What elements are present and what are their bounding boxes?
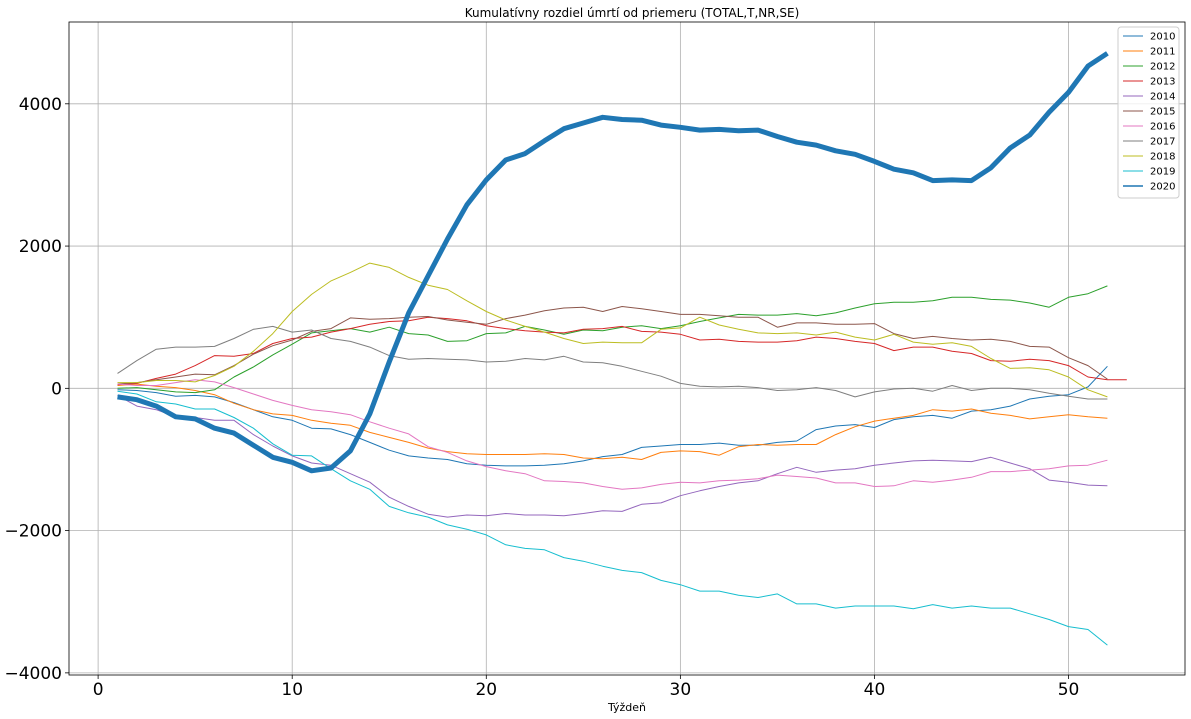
- series-line-2018: [117, 262, 1108, 398]
- legend-label-2016: 2016: [1150, 122, 1175, 133]
- series-line-2011: [117, 383, 1108, 460]
- series-line-2014: [117, 394, 1108, 518]
- plot-frame: [68, 21, 1186, 676]
- y-axis: −4000 −2000 0 2000 4000: [4, 95, 69, 684]
- y-tick-label: 2000: [19, 237, 62, 257]
- x-tick-label: 0: [93, 680, 104, 700]
- y-tick-label: −2000: [4, 522, 62, 542]
- y-tick-label: 0: [51, 379, 62, 399]
- legend-label-2014: 2014: [1150, 92, 1175, 103]
- legend-label-2018: 2018: [1150, 152, 1175, 163]
- series-line-2020: [117, 51, 1109, 474]
- legend-label-2020: 2020: [1150, 182, 1175, 193]
- x-tick-label: 30: [670, 680, 692, 700]
- y-tick-label: 4000: [19, 95, 62, 115]
- legend-label-2019: 2019: [1150, 167, 1175, 178]
- legend-label-2013: 2013: [1150, 77, 1175, 88]
- x-axis: 0 10 20 30 40 50: [93, 675, 1080, 700]
- x-axis-label: Týždeň: [607, 701, 646, 714]
- legend-label-2017: 2017: [1150, 137, 1175, 148]
- legend-label-2010: 2010: [1150, 32, 1175, 43]
- series-line-2019: [117, 390, 1108, 646]
- legend: 2010 2011 2012 2013 2014 2015 2016 2017 2018 2019…: [1117, 26, 1180, 199]
- chart-title: Kumulatívny rozdiel úmrtí od priemeru (T…: [465, 6, 800, 20]
- x-tick-label: 50: [1058, 680, 1080, 700]
- series-line-2013: [117, 316, 1127, 386]
- series-line-2017: [117, 325, 1108, 400]
- series-layer: [117, 51, 1127, 646]
- legend-label-2011: 2011: [1150, 47, 1175, 58]
- legend-label-2015: 2015: [1150, 107, 1175, 118]
- series-line-2012: [117, 285, 1108, 394]
- x-tick-label: 20: [475, 680, 497, 700]
- series-line-2015: [117, 306, 1108, 385]
- series-line-2010: [117, 365, 1108, 467]
- series-line-2016: [117, 379, 1108, 490]
- x-tick-label: 10: [281, 680, 303, 700]
- x-tick-label: 40: [864, 680, 886, 700]
- y-tick-label: −4000: [4, 664, 62, 684]
- legend-box: [1117, 26, 1180, 199]
- legend-label-2012: 2012: [1150, 62, 1175, 73]
